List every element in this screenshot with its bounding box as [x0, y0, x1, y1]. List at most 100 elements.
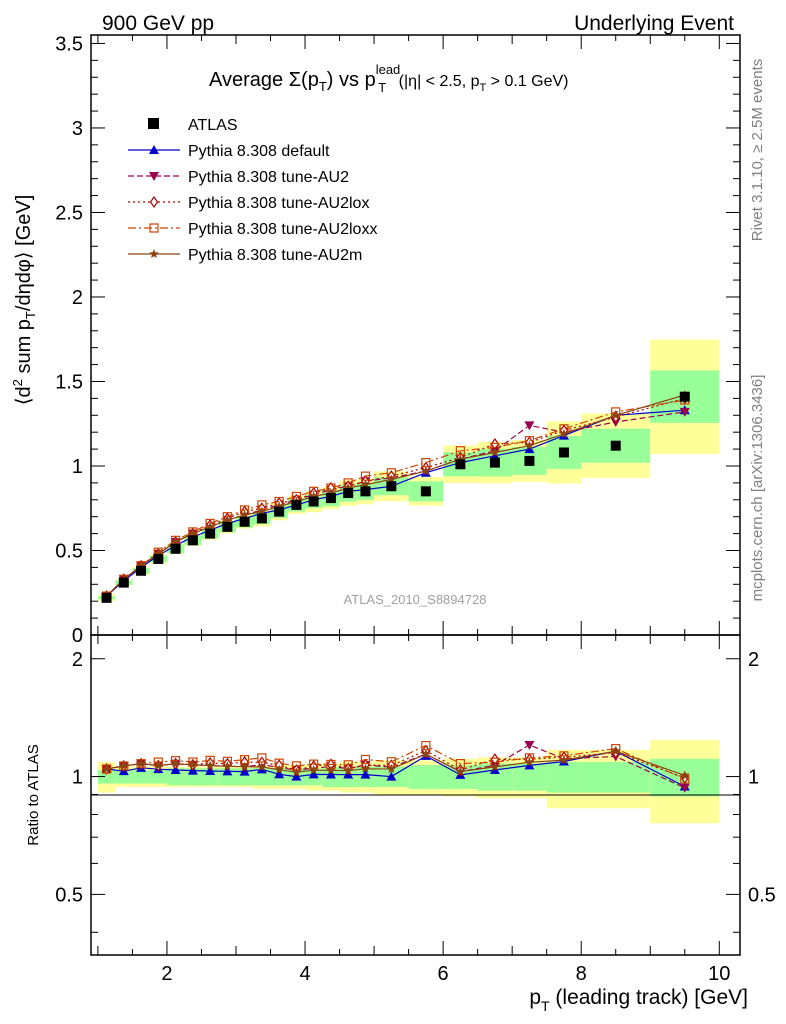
- marker-star: [205, 760, 215, 770]
- legend-label: Pythia 8.308 tune-AU2loxx: [188, 221, 377, 238]
- marker-star: [343, 765, 353, 775]
- marker-star: [188, 759, 198, 769]
- ratio-band-green: [184, 768, 202, 786]
- marker-star: [326, 765, 336, 775]
- data-point: [343, 488, 354, 499]
- marker-star: [524, 440, 535, 450]
- ratio-tick-label-left: 1: [72, 767, 83, 789]
- marker-square: [149, 223, 159, 233]
- ratio-band-green: [408, 765, 444, 789]
- data-point: [136, 565, 147, 576]
- marker-triangle-up: [360, 769, 371, 779]
- title-part-a: Average: [209, 69, 289, 91]
- data-point: [308, 496, 319, 507]
- data-point: [325, 493, 336, 504]
- marker-triangle-up: [524, 444, 535, 454]
- marker-star: [149, 249, 159, 258]
- ratio-series-line: [106, 744, 686, 780]
- marker-star: [188, 528, 198, 538]
- marker-star: [153, 760, 164, 770]
- marker-triangle-up: [325, 769, 336, 779]
- y-tick-label: 2: [72, 287, 83, 309]
- ratio-band-green: [149, 769, 167, 784]
- header-left: 900 GeV pp: [102, 12, 214, 35]
- y-tick-label: 1.5: [55, 371, 83, 393]
- y-tick-label: 0.5: [55, 540, 83, 562]
- marker-square: [257, 753, 267, 763]
- marker-star: [257, 762, 267, 771]
- marker-triangle-down: [149, 172, 159, 181]
- marker-triangle-down: [524, 421, 535, 431]
- ratio-y-axis-label: Ratio to ATLAS: [25, 744, 42, 845]
- data-point: [455, 459, 466, 470]
- data-point: [610, 440, 621, 451]
- marker-star: [559, 755, 569, 765]
- ratio-band-green: [218, 768, 236, 786]
- data-point: [222, 521, 233, 532]
- x-tick-label: 2: [161, 963, 172, 985]
- marker-star: [222, 761, 233, 771]
- series-line: [106, 399, 685, 597]
- marker-star: [421, 466, 431, 476]
- marker-star: [455, 766, 466, 776]
- ratio-band-green: [132, 769, 150, 784]
- ratio-series-line: [106, 750, 686, 788]
- ratio-band-green: [115, 769, 133, 784]
- header-right: Underlying Event: [574, 12, 734, 35]
- data-point: [256, 513, 267, 524]
- title-part-i: > 0.1 GeV): [486, 73, 568, 90]
- ylabel-part-d: T: [23, 311, 38, 319]
- title-part-b: Σ(p: [289, 69, 319, 91]
- data-point: [274, 506, 285, 517]
- marker-star: [239, 761, 250, 771]
- marker-star: [308, 765, 319, 775]
- marker-triangle-up: [149, 145, 159, 154]
- ylabel-part-b: 2: [10, 379, 25, 386]
- ratio-band-green: [166, 768, 185, 786]
- ratio-tick-label-right: 1: [748, 767, 759, 789]
- legend: ATLAS Pythia 8.308 default Pythia 8.308 tu…: [128, 117, 377, 264]
- marker-star: [291, 767, 302, 777]
- ylabel-part-e: /dηdφ⟩ [GeV]: [13, 195, 35, 311]
- ratio-tick-label-left: 2: [72, 649, 83, 671]
- xlabel-part-c: (leading track) [GeV]: [550, 986, 748, 1009]
- marker-triangle-up: [308, 769, 319, 779]
- marker-star: [170, 758, 181, 768]
- ratio-uncertainty-bands: [97, 740, 720, 824]
- marker-star: [136, 758, 146, 768]
- ratio-band-green: [235, 768, 254, 786]
- marker-star: [559, 428, 569, 438]
- rivet-label: Rivet 3.1.10, ≥ 2.5M events: [749, 59, 766, 242]
- data-points-group: [101, 391, 690, 603]
- marker-star: [611, 746, 621, 756]
- marker-star: [205, 521, 215, 531]
- title-part-c: T: [319, 79, 327, 94]
- marker-star: [524, 757, 535, 767]
- legend-label: Pythia 8.308 tune-AU2: [188, 169, 349, 186]
- legend-label: Pythia 8.308 tune-AU2lox: [188, 195, 369, 212]
- data-point: [558, 447, 569, 458]
- xlabel-part-a: p: [529, 986, 541, 1009]
- marker-star: [490, 447, 500, 457]
- marker-star: [386, 764, 397, 774]
- axis-ticks: [91, 35, 740, 955]
- marker-triangle-down: [679, 783, 690, 793]
- marker-star: [421, 749, 431, 759]
- ratio-series-group: [101, 740, 690, 793]
- data-point: [153, 553, 164, 564]
- mcplots-label: mcplots.cern.ch [arXiv:1306.3436]: [749, 375, 766, 602]
- data-point: [101, 592, 112, 603]
- marker-triangle-down: [524, 741, 535, 751]
- x-tick-label: 4: [299, 963, 310, 985]
- marker-square: [360, 754, 371, 765]
- marker-star: [680, 770, 690, 780]
- ratio-band-green: [201, 768, 219, 786]
- legend-label: Pythia 8.308 tune-AU2m: [188, 247, 362, 264]
- marker-star: [101, 764, 112, 774]
- marker-star: [274, 764, 284, 774]
- legend-label: Pythia 8.308 default: [188, 143, 330, 160]
- data-point: [420, 486, 431, 497]
- title-part-g: (|η| < 2.5, p: [394, 73, 479, 90]
- title-part-f: T: [378, 80, 386, 95]
